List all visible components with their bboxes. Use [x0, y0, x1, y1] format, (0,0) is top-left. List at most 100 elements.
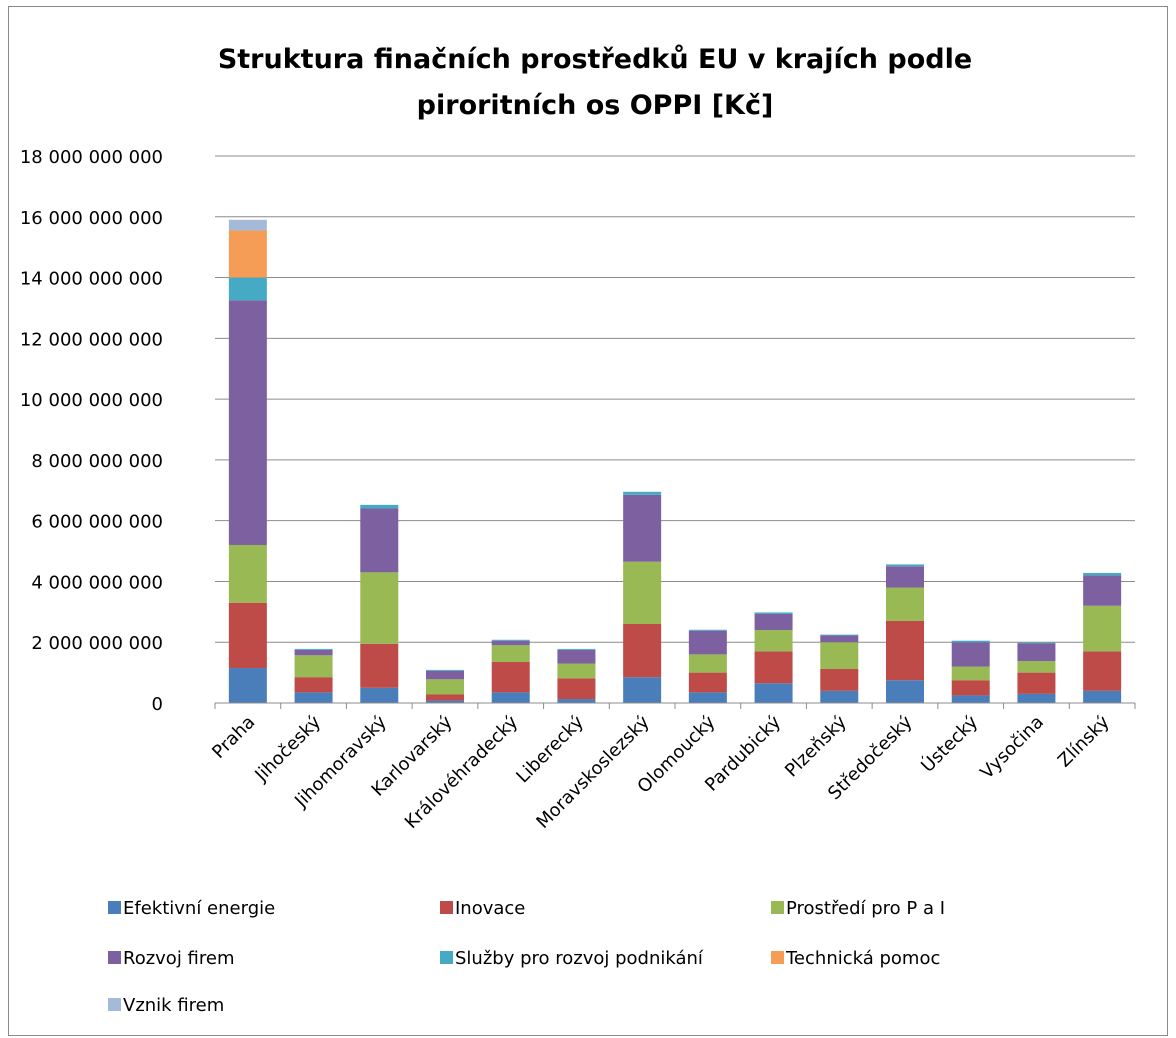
bar-segment	[951, 666, 990, 681]
bars	[228, 219, 1122, 703]
category-label: Praha	[208, 712, 259, 763]
bar-segment	[557, 663, 596, 679]
bar-segment	[623, 494, 662, 562]
bar-segment	[623, 623, 662, 678]
legend-swatch	[108, 951, 121, 964]
bar-segment	[1083, 651, 1122, 691]
chart-title-line-2: piroritních os OPPI [Kč]	[417, 90, 774, 121]
bar-segment	[228, 277, 267, 301]
bar-segment	[1017, 672, 1056, 694]
y-tick-label: 0	[152, 694, 163, 715]
legend-swatch	[440, 951, 453, 964]
bar-segment	[820, 668, 859, 691]
bar-segment	[491, 661, 530, 693]
y-tick-label: 8 000 000 000	[31, 451, 163, 472]
bar-segment	[491, 645, 530, 662]
bar-segment	[754, 683, 793, 703]
bar-segment	[294, 649, 333, 656]
y-tick-label: 10 000 000 000	[20, 390, 163, 411]
category-label: Ústecký	[916, 711, 982, 777]
bar-segment	[426, 670, 464, 680]
bar-segment	[886, 566, 924, 588]
category-labels: PrahaJihočeskýJihomoravskýKarlovarskýKrá…	[208, 711, 1114, 833]
legend-label: Vznik firem	[123, 995, 224, 1016]
legend-swatch	[108, 901, 121, 914]
bar-segment	[886, 680, 924, 703]
bar-segment	[360, 504, 399, 509]
y-tick-label: 4 000 000 000	[31, 572, 163, 593]
bar-segment	[1083, 690, 1122, 703]
bar-segment	[754, 630, 793, 652]
bar-segment	[557, 699, 596, 703]
legend-swatch	[771, 951, 784, 964]
bar-segment	[1017, 661, 1056, 673]
bar-segment	[623, 677, 662, 703]
bar-segment	[951, 680, 990, 696]
bar-segment	[754, 613, 793, 631]
bar-segment	[557, 678, 596, 700]
bar-segment	[228, 602, 267, 669]
bar-segment	[820, 634, 859, 636]
bar-segment	[820, 690, 859, 703]
bar-segment	[1083, 572, 1122, 576]
bar-segment	[1083, 575, 1122, 606]
bar-segment	[886, 564, 924, 567]
bar-segment	[360, 572, 399, 644]
bar-segment	[951, 642, 990, 667]
bar-segment	[820, 642, 859, 669]
bar-segment	[294, 692, 333, 703]
legend-label: Technická pomoc	[785, 948, 940, 969]
category-label: Moravskoslezský	[532, 711, 654, 833]
bar-segment	[228, 300, 267, 545]
bar-segment	[951, 640, 990, 643]
bar-segment	[426, 694, 464, 701]
bar-segment	[426, 679, 464, 695]
y-axis-ticks: 0 2 000 000 000 4 000 000 000 6 000 000 000…	[20, 147, 163, 715]
bar-segment	[1083, 605, 1122, 652]
category-label: Vysočina	[976, 712, 1048, 784]
y-tick-label: 2 000 000 000	[31, 633, 163, 654]
bar-segment	[1017, 642, 1056, 644]
bar-segment	[491, 692, 530, 703]
bar-segment	[228, 219, 267, 231]
category-label: Královéhradecký	[401, 711, 523, 833]
legend-label: Služby pro rozvoj podnikání	[455, 948, 704, 969]
bar-segment	[688, 630, 727, 655]
legend-label: Prostředí pro P a I	[786, 898, 945, 919]
x-axis	[214, 702, 1136, 709]
bar-segment	[360, 687, 399, 703]
bar-segment	[228, 544, 267, 603]
bar-segment	[886, 620, 924, 681]
legend-swatch	[108, 998, 121, 1011]
legend-swatch	[771, 901, 784, 914]
bar-segment	[688, 692, 727, 703]
bar-segment	[491, 639, 530, 641]
y-tick-label: 16 000 000 000	[20, 208, 163, 229]
bar-segment	[491, 640, 530, 646]
y-tick-label: 14 000 000 000	[20, 269, 163, 290]
bar-segment	[1017, 693, 1056, 703]
bar-segment	[820, 635, 859, 643]
y-tick-label: 18 000 000 000	[20, 147, 163, 168]
legend-label: Efektivní energie	[123, 898, 275, 919]
bar-segment	[228, 230, 267, 278]
category-label: Plzeňský	[781, 711, 851, 781]
bar-segment	[754, 612, 793, 614]
bar-segment	[688, 672, 727, 693]
bar-segment	[688, 629, 727, 631]
bar-segment	[1017, 643, 1056, 662]
bar-segment	[754, 651, 793, 684]
bar-segment	[951, 695, 990, 703]
category-label: Zlínský	[1054, 711, 1114, 771]
legend-label: Inovace	[455, 898, 525, 919]
bar-segment	[228, 668, 267, 703]
legend-swatch	[440, 901, 453, 914]
bar-segment	[294, 648, 333, 650]
chart-title-line-1: Struktura finačních prostředků EU v kraj…	[218, 44, 972, 75]
y-tick-label: 6 000 000 000	[31, 512, 163, 533]
bar-segment	[294, 677, 333, 693]
bar-segment	[294, 655, 333, 678]
grid-lines	[215, 155, 1135, 643]
legend-label: Rozvoj firem	[123, 948, 235, 969]
bar-segment	[623, 561, 662, 624]
